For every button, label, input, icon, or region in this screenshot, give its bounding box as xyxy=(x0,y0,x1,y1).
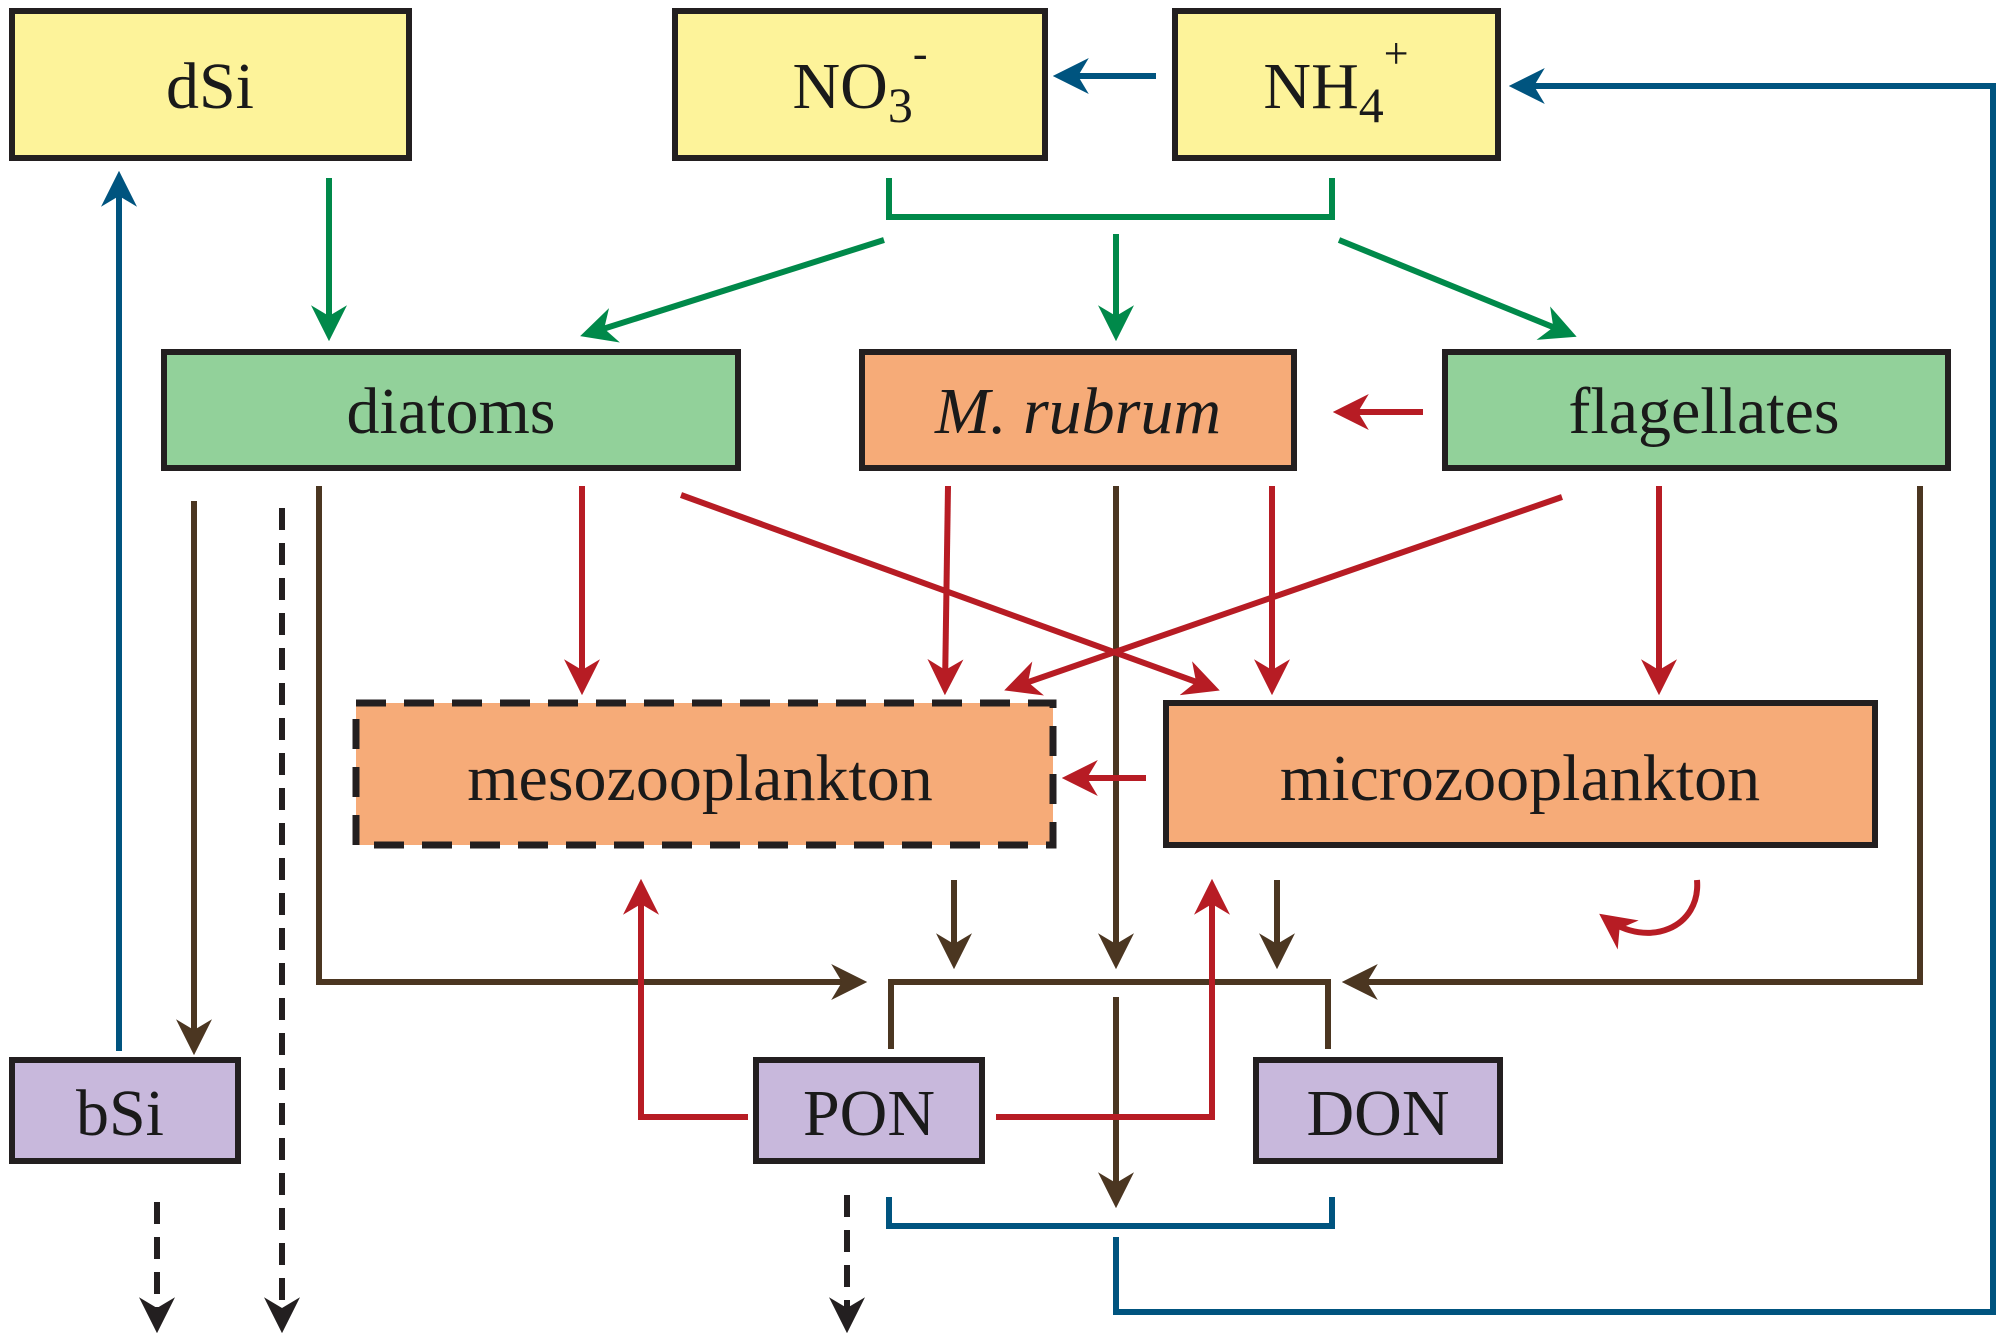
box-microzooplankton: microzooplankton xyxy=(1163,700,1878,848)
label-pon: PON xyxy=(803,1077,935,1150)
bracket-nitrogen-uptake xyxy=(886,178,1335,220)
label-diatoms: diatoms xyxy=(347,375,556,448)
box-dsi: dSi xyxy=(9,8,412,161)
label-flagellates: flagellates xyxy=(1568,375,1839,448)
label-m-rubrum: M. rubrum xyxy=(934,375,1221,448)
box-diatoms: diatoms xyxy=(161,349,741,471)
label-bsi: bSi xyxy=(76,1077,164,1150)
label-don: DON xyxy=(1307,1077,1450,1150)
arrow-flagellates-to-detritus xyxy=(1341,486,1923,1000)
arrow-flagellates-to-mesozooplankton xyxy=(1004,494,1563,696)
label-microzooplankton: microzooplankton xyxy=(1280,742,1760,815)
arrow-microzooplankton-self-grazing xyxy=(1599,879,1701,950)
box-bsi: bSi xyxy=(9,1057,241,1164)
arrow-don-pon-to-nh4 xyxy=(1113,68,1996,1315)
box-mesozooplankton: mesozooplankton xyxy=(352,699,1057,849)
box-pon: PON xyxy=(753,1057,985,1164)
box-flagellates: flagellates xyxy=(1442,349,1951,471)
label-mesozooplankton: mesozooplankton xyxy=(467,742,933,815)
arrow-diatoms-to-detritus xyxy=(316,486,868,1000)
box-m-rubrum: M. rubrum xyxy=(859,349,1297,471)
box-nh4: NH4+ xyxy=(1172,8,1501,161)
arrow-mrubrum-to-mesozooplankton xyxy=(927,485,964,696)
label-no3: NO3- xyxy=(793,29,928,133)
label-nh4: NH4+ xyxy=(1263,29,1408,133)
arrow-pon-to-mesozooplankton xyxy=(623,878,748,1120)
arrow-pon-to-microzooplankton xyxy=(996,878,1230,1120)
box-don: DON xyxy=(1253,1057,1503,1164)
label-dsi: dSi xyxy=(166,50,254,123)
box-no3: NO3- xyxy=(672,8,1048,161)
arrow-nitrogen-to-diatoms xyxy=(580,237,885,343)
bracket-detritus-remineralization xyxy=(886,1197,1335,1229)
bracket-detritus-partition xyxy=(888,979,1331,1049)
arrow-nitrogen-to-flagellates xyxy=(1337,237,1577,340)
